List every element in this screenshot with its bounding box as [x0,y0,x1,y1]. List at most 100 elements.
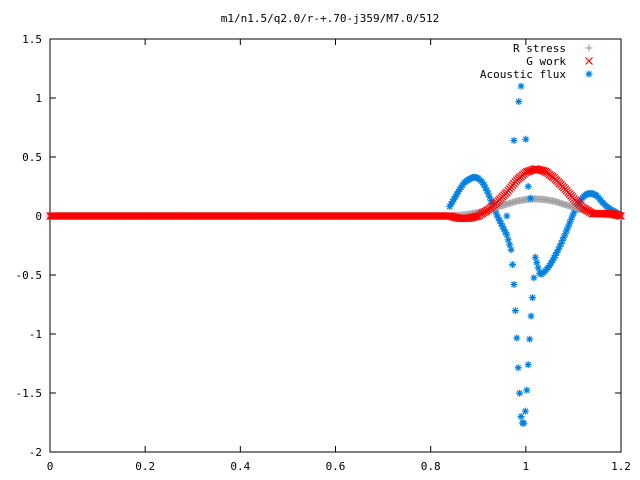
x-tick-label: 0.4 [230,460,250,473]
legend-marker [585,44,593,52]
data-point [517,82,525,90]
legend-label: R stress [513,42,566,55]
data-point [509,261,517,269]
data-point [506,241,514,249]
legend-label: Acoustic flux [480,68,566,81]
data-point [487,197,495,205]
x-tick-label: 0.6 [326,460,346,473]
data-point [524,183,532,190]
data-point [517,413,525,421]
x-axis: 0 0.2 0.4 0.6 0.8 1 1.2 [47,39,631,473]
data-point [560,233,568,241]
y-tick-label: 1 [35,92,42,105]
data-point [566,219,574,227]
data-point [563,226,571,234]
data-point [530,274,538,282]
data-point [484,190,492,198]
x-tick-label: 1 [523,460,530,473]
plot-frame [49,38,622,453]
data-point [523,386,531,394]
data-point [510,280,518,288]
data-point [567,216,575,224]
data-point [526,335,534,343]
data-point [503,212,511,220]
data-point [547,259,555,267]
series-acoustic-flux [46,173,625,427]
data-point [493,211,501,219]
data-point [510,136,518,144]
data-point [516,389,524,397]
data-point [617,212,625,220]
data-point [551,251,559,259]
y-tick-label: 0 [35,210,42,223]
data-point [527,312,535,320]
data-point [554,246,562,254]
data-point [548,257,556,265]
data-point [489,200,497,208]
data-point [522,135,530,143]
y-tick-label: 1.5 [22,33,42,46]
data-point [561,230,569,238]
data-point [451,193,459,201]
data-point [453,190,461,198]
data-point [507,246,515,254]
data-point [447,200,455,208]
data-point [446,203,454,211]
data-point [486,193,494,201]
data-point [531,253,539,261]
data-point [499,222,507,230]
data-point [521,407,529,415]
y-tick-label: -0.5 [16,269,43,282]
data-point [558,236,566,244]
data-point [454,188,462,196]
data-point [556,243,564,251]
data-point [568,212,576,220]
data-point [504,236,512,244]
data-point [514,364,522,372]
y-tick-label: -1.5 [16,387,43,400]
series-acoustic-flux-extra [503,82,535,220]
legend-label: G work [526,55,566,68]
data-point [538,166,547,175]
y-tick-label: -2 [29,446,42,459]
legend-marker [585,70,593,78]
legend-marker [585,57,593,65]
data-point [553,249,561,257]
data-point [481,184,489,192]
data-point [449,198,457,206]
series-g-work [46,164,625,223]
data-point [615,211,624,220]
data-point [524,361,532,369]
data-point [503,231,511,239]
data-point [494,214,502,222]
data-point [520,419,528,427]
x-tick-label: 0.2 [135,460,155,473]
data-point [496,217,504,225]
data-point [533,259,541,267]
x-tick-label: 0.8 [421,460,441,473]
data-point [550,254,558,262]
y-tick-label: -1 [29,328,42,341]
y-tick-label: 0.5 [22,151,42,164]
data-point [614,211,623,220]
x-tick-label: 0 [47,460,54,473]
data-point [479,178,487,186]
data-point [480,181,488,189]
data-point [515,98,523,106]
data-point [546,262,554,270]
data-point [471,212,480,221]
data-point [513,334,521,342]
chart-title: m1/n1.5/q2.0/r-+.70-j359/M7.0/512 [221,12,440,25]
data-point [511,307,519,315]
data-point [537,166,545,175]
data-point [491,207,499,215]
data-point [570,209,578,217]
data-point [450,195,458,203]
data-point [527,194,535,202]
data-point [501,228,509,236]
data-point [500,225,508,233]
data-point [564,223,572,231]
y-axis: 1.5 1 0.5 0 -0.5 -1 -1.5 -2 [16,33,621,459]
